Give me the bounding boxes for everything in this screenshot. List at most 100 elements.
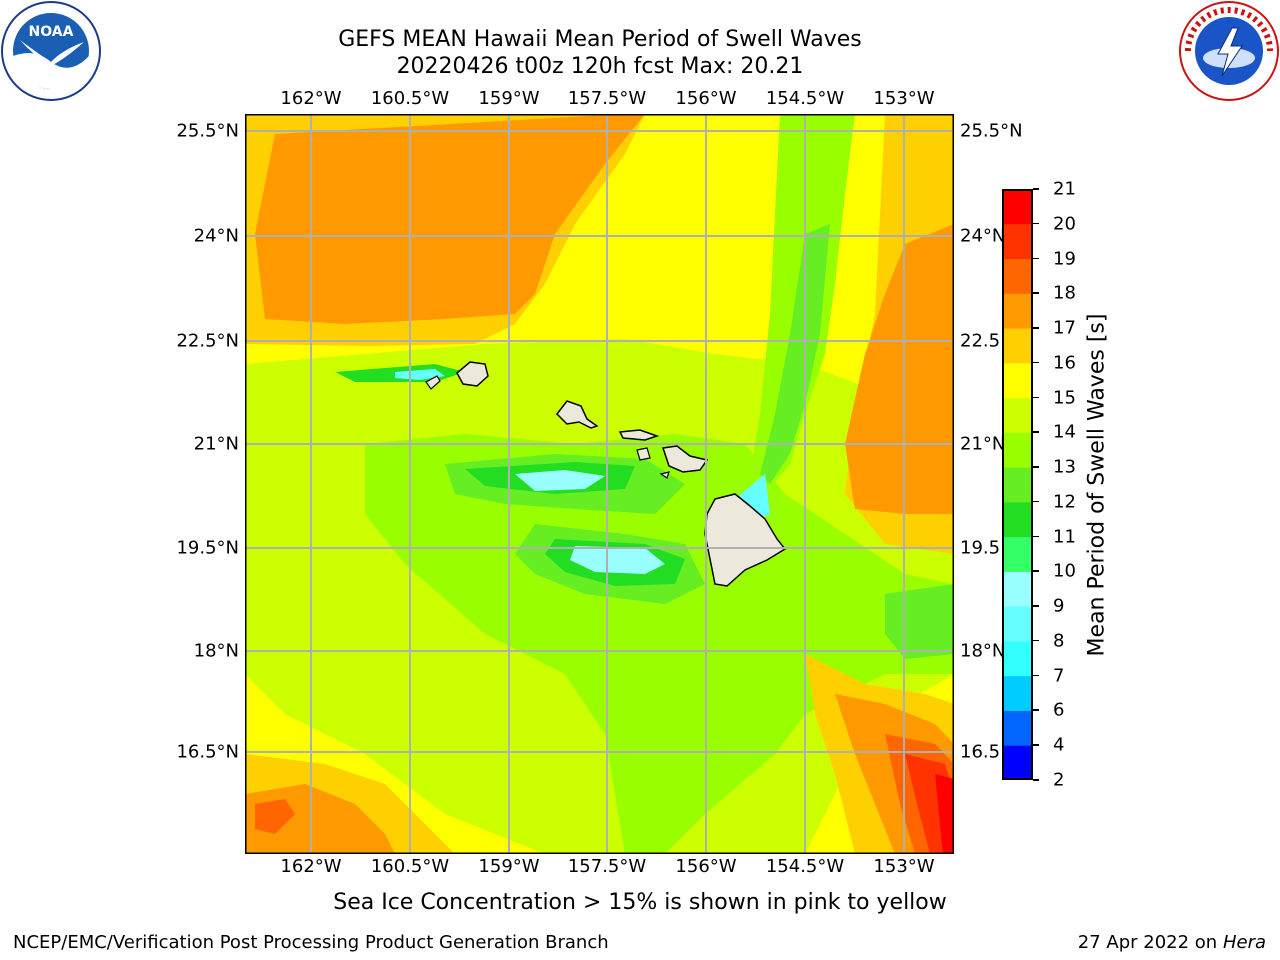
lon-tick-top-1: 162°W bbox=[280, 88, 342, 109]
field-17s-ne bbox=[845, 224, 954, 514]
colorbar-tick-label: 21 bbox=[1053, 178, 1076, 200]
footer-host: Hera bbox=[1222, 932, 1266, 953]
lat-tick-left-5: 19.5°N bbox=[176, 537, 239, 559]
graticule bbox=[245, 114, 954, 854]
field-20s-se bbox=[935, 774, 954, 854]
colorbar-tick-label: 10 bbox=[1053, 560, 1076, 582]
lat-tick-right-4: 21°N bbox=[960, 433, 1006, 455]
colorbar-tick-label: 7 bbox=[1053, 665, 1065, 687]
colorbar-swatch bbox=[1002, 223, 1033, 260]
field-17s-nw bbox=[255, 114, 645, 324]
colorbar-swatch bbox=[1002, 571, 1033, 607]
lon-tick-bottom-7: 153°W bbox=[873, 856, 935, 877]
colorbar-tick-mark bbox=[1033, 535, 1039, 538]
colorbar-tick-mark bbox=[1033, 396, 1039, 399]
lon-tick-bottom-5: 156°W bbox=[675, 856, 737, 877]
lon-tick-top-6: 154.5°W bbox=[765, 88, 845, 109]
colorbar-tick-label: 11 bbox=[1053, 526, 1076, 548]
colorbar-tick-label: 20 bbox=[1053, 213, 1076, 235]
field-12s-channel bbox=[760, 224, 830, 484]
lon-tick-top-5: 156°W bbox=[675, 88, 737, 109]
lat-tick-right-6: 18°N bbox=[960, 640, 1006, 662]
colorbar-tick-label: 2 bbox=[1053, 769, 1065, 791]
colorbar-tick-mark bbox=[1033, 431, 1039, 433]
map-subtitle: 20220426 t00z 120h fcst Max: 20.21 bbox=[396, 54, 804, 79]
colorbar-tick-label: 6 bbox=[1053, 699, 1065, 721]
colorbar-swatch bbox=[1002, 189, 1033, 225]
colorbar-swatch bbox=[1002, 432, 1033, 468]
colorbar-tick-mark bbox=[1033, 257, 1039, 260]
lat-tick-right-3: 22.5 bbox=[960, 330, 1001, 352]
footer-date-text: 27 Apr 2022 on bbox=[1077, 932, 1218, 953]
colorbar-tick-mark bbox=[1033, 222, 1039, 225]
map-panel bbox=[245, 114, 954, 854]
lon-tick-top-2: 160.5°W bbox=[370, 88, 450, 109]
map-title: GEFS MEAN Hawaii Mean Period of Swell Wa… bbox=[338, 27, 862, 52]
colorbar-tick-label: 12 bbox=[1053, 491, 1076, 513]
oahu-island bbox=[556, 400, 599, 429]
colorbar-tick-label: 17 bbox=[1053, 317, 1076, 339]
lon-tick-bottom-4: 157.5°W bbox=[567, 856, 647, 877]
lon-tick-top-4: 157.5°W bbox=[567, 88, 647, 109]
colorbar-swatch bbox=[1002, 640, 1033, 677]
colorbar-tick-mark bbox=[1033, 500, 1039, 503]
colorbar-tick-mark bbox=[1033, 744, 1039, 746]
colorbar-tick-mark bbox=[1033, 292, 1039, 294]
colorbar-tick-label: 16 bbox=[1053, 352, 1076, 374]
colorbar-tick-label: 13 bbox=[1053, 456, 1076, 478]
colorbar-tick-mark bbox=[1033, 466, 1039, 468]
field-9s bbox=[395, 369, 445, 380]
colorbar-swatch bbox=[1002, 258, 1033, 294]
colorbar-tick-mark bbox=[1033, 639, 1039, 642]
lat-tick-left-3: 22.5°N bbox=[176, 330, 239, 352]
colorbar-title: Mean Period of Swell Waves [s] bbox=[1084, 313, 1110, 657]
colorbar-tick-label: 15 bbox=[1053, 387, 1076, 409]
colorbar-swatch bbox=[1002, 362, 1033, 399]
lat-tick-left-4: 21°N bbox=[193, 433, 239, 455]
noaa-logo-text: NOAA bbox=[29, 24, 74, 40]
swell-period-field bbox=[245, 114, 954, 854]
lat-tick-left-2: 24°N bbox=[193, 225, 239, 247]
colorbar bbox=[1002, 189, 1033, 781]
colorbar-swatch bbox=[1002, 745, 1033, 781]
sea-ice-note: Sea Ice Concentration > 15% is shown in … bbox=[333, 890, 947, 915]
colorbar-swatch bbox=[1002, 606, 1033, 642]
field-10s-a bbox=[515, 470, 605, 491]
colorbar-tick-label: 19 bbox=[1053, 248, 1076, 270]
colorbar-swatch bbox=[1002, 467, 1033, 503]
lat-tick-right-5: 19.5 bbox=[960, 537, 1001, 559]
colorbar-frame bbox=[1002, 189, 1033, 780]
colorbar-tick-mark bbox=[1033, 570, 1039, 572]
colorbar-swatch bbox=[1002, 328, 1033, 364]
niihau-island bbox=[425, 375, 441, 390]
footer-branch: NCEP/EMC/Verification Post Processing Pr… bbox=[13, 932, 609, 953]
lon-tick-top-7: 153°W bbox=[873, 88, 935, 109]
lon-tick-bottom-3: 159°W bbox=[478, 856, 540, 877]
colorbar-swatch bbox=[1002, 397, 1033, 433]
field-18s-sw bbox=[255, 799, 295, 834]
colorbar-tick-label: 18 bbox=[1053, 282, 1076, 304]
colorbar-swatch bbox=[1002, 293, 1033, 329]
colorbar-swatch bbox=[1002, 675, 1033, 711]
lon-tick-bottom-6: 154.5°W bbox=[765, 856, 845, 877]
lanai-island bbox=[636, 447, 651, 461]
kauai-island bbox=[456, 361, 489, 387]
colorbar-tick-mark bbox=[1033, 327, 1039, 329]
lat-tick-left-7: 16.5°N bbox=[176, 741, 239, 763]
colorbar-tick-mark bbox=[1033, 361, 1039, 364]
lon-tick-bottom-1: 162°W bbox=[280, 856, 342, 877]
colorbar-swatch bbox=[1002, 536, 1033, 572]
map-frame bbox=[245, 114, 954, 854]
lat-tick-right-7: 16.5 bbox=[960, 741, 1001, 763]
lon-tick-top-3: 159°W bbox=[478, 88, 540, 109]
footer-date: 27 Apr 2022 on Hera bbox=[1078, 932, 1266, 953]
colorbar-swatches bbox=[1002, 189, 1033, 781]
colorbar-tick-mark bbox=[1033, 779, 1039, 781]
colorbar-tick-label: 8 bbox=[1053, 630, 1065, 652]
lat-tick-left-6: 18°N bbox=[193, 640, 239, 662]
colorbar-swatch bbox=[1002, 501, 1033, 538]
noaa-logo: NOAA bbox=[0, 0, 102, 102]
molokai-island bbox=[618, 429, 660, 441]
colorbar-swatch bbox=[1002, 710, 1033, 746]
nws-logo bbox=[1178, 0, 1280, 102]
